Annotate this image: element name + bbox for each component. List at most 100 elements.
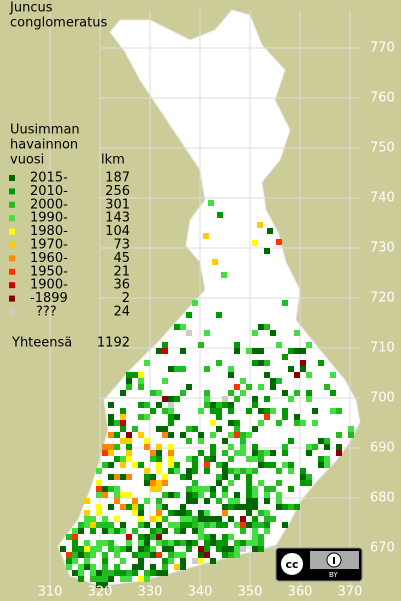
observation-cell <box>324 384 330 390</box>
observation-cell <box>138 558 144 564</box>
observation-cell <box>138 414 144 420</box>
observation-cell <box>102 492 108 498</box>
observation-cell <box>90 564 96 570</box>
observation-cell <box>270 408 276 414</box>
observation-cell <box>234 504 240 510</box>
observation-cell <box>72 528 78 534</box>
observation-cell <box>180 366 186 372</box>
observation-cell <box>186 498 192 504</box>
observation-cell <box>156 510 162 516</box>
legend-label: 1980- <box>30 224 68 239</box>
observation-cell <box>108 474 114 480</box>
observation-cell <box>96 510 102 516</box>
observation-cell <box>162 516 168 522</box>
observation-cell <box>102 444 108 450</box>
observation-cell <box>138 522 144 528</box>
observation-cell <box>276 378 282 384</box>
observation-cell <box>174 414 180 420</box>
observation-cell <box>228 420 234 426</box>
observation-cell <box>150 390 156 396</box>
observation-cell <box>72 546 78 552</box>
observation-cell <box>240 516 246 522</box>
observation-cell <box>240 522 246 528</box>
observation-cell <box>228 366 234 372</box>
observation-cell <box>114 552 120 558</box>
observation-cell <box>300 468 306 474</box>
observation-cell <box>306 444 312 450</box>
observation-cell <box>192 492 198 498</box>
observation-cell <box>348 432 354 438</box>
observation-cell <box>156 444 162 450</box>
legend-swatch <box>9 268 15 275</box>
observation-cell <box>306 480 312 486</box>
observation-cell <box>288 462 294 468</box>
observation-cell <box>138 510 144 516</box>
observation-cell <box>300 420 306 426</box>
observation-cell <box>186 330 192 336</box>
observation-cell <box>156 426 162 432</box>
observation-cell <box>240 540 246 546</box>
observation-cell <box>150 564 156 570</box>
observation-cell <box>132 570 138 576</box>
observation-cell <box>264 492 270 498</box>
legend-count: 36 <box>113 278 130 293</box>
observation-cell <box>234 492 240 498</box>
observation-cell <box>144 546 150 552</box>
observation-cell <box>270 516 276 522</box>
observation-cell <box>102 516 108 522</box>
observation-cell <box>324 444 330 450</box>
observation-cell <box>168 450 174 456</box>
observation-cell <box>216 408 222 414</box>
observation-cell <box>174 552 180 558</box>
observation-cell <box>258 360 264 366</box>
observation-cell <box>162 396 168 402</box>
observation-cell <box>162 528 168 534</box>
legend-heading: havainnon <box>10 138 78 153</box>
legend-heading: Uusimman <box>10 123 80 138</box>
observation-cell <box>126 492 132 498</box>
observation-cell <box>162 480 168 486</box>
observation-cell <box>198 516 204 522</box>
observation-cell <box>84 516 90 522</box>
observation-cell <box>264 522 270 528</box>
legend-swatch <box>9 201 15 208</box>
observation-cell <box>252 402 258 408</box>
observation-cell <box>96 546 102 552</box>
observation-cell <box>192 426 198 432</box>
observation-cell <box>162 408 168 414</box>
observation-cell <box>132 564 138 570</box>
observation-cell <box>180 432 186 438</box>
observation-cell <box>132 552 138 558</box>
observation-cell <box>252 522 258 528</box>
total-label: Yhteensä <box>11 336 72 351</box>
observation-cell <box>78 564 84 570</box>
observation-cell <box>246 384 252 390</box>
observation-cell <box>198 528 204 534</box>
observation-cell <box>252 450 258 456</box>
observation-cell <box>234 552 240 558</box>
observation-cell <box>264 498 270 504</box>
observation-cell <box>288 468 294 474</box>
observation-cell <box>246 474 252 480</box>
observation-cell <box>108 570 114 576</box>
observation-cell <box>204 540 210 546</box>
observation-cell <box>234 450 240 456</box>
observation-cell <box>156 516 162 522</box>
observation-cell <box>96 492 102 498</box>
observation-cell <box>234 384 240 390</box>
observation-cell <box>84 558 90 564</box>
observation-cell <box>162 558 168 564</box>
observation-cell <box>222 492 228 498</box>
observation-cell <box>312 444 318 450</box>
observation-cell <box>138 516 144 522</box>
observation-cell <box>288 366 294 372</box>
observation-cell <box>258 324 264 330</box>
observation-cell <box>126 450 132 456</box>
observation-cell <box>264 486 270 492</box>
observation-cell <box>216 360 222 366</box>
legend-label: ??? <box>36 305 57 320</box>
observation-cell <box>264 372 270 378</box>
observation-cell <box>168 414 174 420</box>
observation-cell <box>126 570 132 576</box>
